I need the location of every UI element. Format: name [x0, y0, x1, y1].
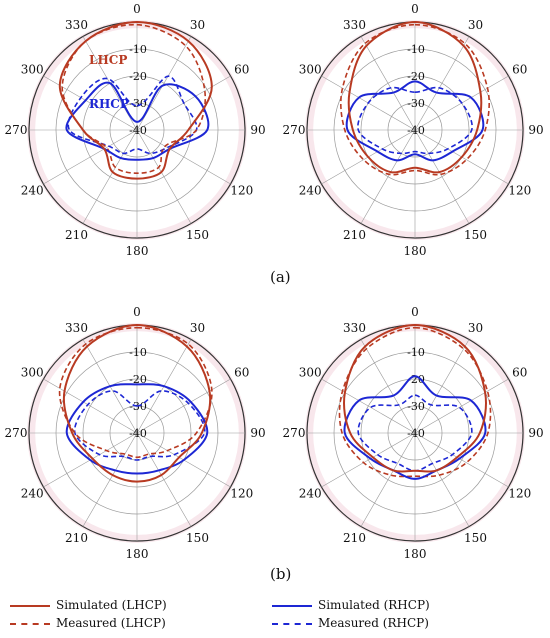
polar-chart-4: 0 30 60 90 120 150 180 210 240 270 300 330 -10 -20 -30… [283, 305, 544, 561]
angle-tick-label: 180 [404, 547, 427, 561]
radial-tick-label: -30 [407, 400, 425, 413]
angle-tick-label: 270 [283, 426, 306, 440]
angle-tick-label: 150 [464, 228, 487, 242]
polar-spoke [137, 379, 231, 433]
angle-tick-label: 240 [299, 487, 322, 501]
angle-tick-label: 30 [190, 18, 205, 32]
angle-tick-label: 60 [512, 366, 527, 380]
polar-spoke [321, 379, 415, 433]
angle-tick-label: 150 [186, 228, 209, 242]
legend-label-sim-lhcp: Simulated (LHCP) [56, 598, 167, 612]
angle-tick-label: 180 [404, 244, 427, 258]
radial-tick-label: -30 [129, 97, 147, 110]
angle-tick-label: 90 [250, 426, 265, 440]
angle-tick-label: 210 [343, 228, 366, 242]
polar-spoke [415, 130, 469, 224]
polar-chart-2: 0 30 60 90 120 150 180 210 240 270 300 330 -10 -20 -30… [283, 2, 544, 258]
legend-line-meas-lhcp [10, 623, 50, 625]
caption-b: (b) [270, 565, 291, 583]
angle-tick-label: 120 [508, 184, 531, 198]
angle-tick-label: 180 [126, 547, 149, 561]
angle-tick-label: 0 [133, 2, 141, 16]
polar-chart-3: 0306090120150180210240270300330-10-20-30… [5, 305, 266, 561]
angle-tick-label: 270 [5, 426, 28, 440]
angle-tick-label: 300 [21, 366, 44, 380]
angle-tick-label: 270 [283, 123, 306, 137]
legend-label-sim-rhcp: Simulated (RHCP) [318, 598, 430, 612]
angle-tick-label: 90 [250, 123, 265, 137]
radial-tick-label: -20 [129, 70, 147, 83]
polar-chart-1: 0 30 60 90 120 150 180 210 240 270 300 330 -10 -20 -30… [5, 2, 266, 258]
angle-tick-label: 240 [21, 487, 44, 501]
radial-tick-label: -40 [407, 427, 425, 440]
angle-tick-label: 210 [65, 531, 88, 545]
angle-tick-label: 270 [5, 123, 28, 137]
polar-spoke [83, 433, 137, 527]
angle-tick-label: 150 [186, 531, 209, 545]
angle-tick-label: 60 [512, 63, 527, 77]
radial-tick-label: -30 [407, 97, 425, 110]
angle-tick-label: 180 [126, 244, 149, 258]
annotation-lhcp: LHCP [89, 53, 127, 67]
legend-line-sim-lhcp [10, 605, 50, 607]
angle-tick-label: 90 [528, 426, 543, 440]
polar-spoke [415, 379, 509, 433]
polar-spoke [43, 379, 137, 433]
polar-spoke [415, 433, 509, 487]
angle-tick-label: 210 [65, 228, 88, 242]
angle-tick-label: 210 [343, 531, 366, 545]
polar-spoke [361, 130, 415, 224]
angle-tick-label: 150 [464, 531, 487, 545]
legend-label-meas-lhcp: Measured (LHCP) [56, 616, 166, 630]
radial-tick-label: -10 [129, 346, 147, 359]
angle-tick-label: 120 [230, 487, 253, 501]
angle-tick-label: 120 [508, 487, 531, 501]
legend: Simulated (LHCP) Simulated (RHCP) Measur… [0, 598, 550, 638]
angle-tick-label: 300 [21, 63, 44, 77]
angle-tick-label: 300 [299, 366, 322, 380]
radial-tick-label: -40 [407, 124, 425, 137]
angle-tick-label: 0 [411, 2, 419, 16]
angle-tick-label: 0 [133, 305, 141, 319]
radial-tick-label: -10 [407, 346, 425, 359]
legend-label-meas-rhcp: Measured (RHCP) [318, 616, 429, 630]
angle-tick-label: 0 [411, 305, 419, 319]
polar-spoke [321, 433, 415, 487]
caption-a: (a) [270, 268, 291, 286]
angle-tick-label: 30 [468, 18, 483, 32]
radial-tick-label: -10 [407, 43, 425, 56]
angle-tick-label: 60 [234, 366, 249, 380]
annotation-rhcp: RHCP [89, 97, 129, 111]
angle-tick-label: 60 [234, 63, 249, 77]
angle-tick-label: 300 [299, 63, 322, 77]
angle-tick-label: 30 [190, 321, 205, 335]
angle-tick-label: 330 [343, 18, 366, 32]
polar-spoke [361, 433, 415, 527]
radial-tick-label: -40 [129, 124, 147, 137]
radial-tick-label: -40 [129, 427, 147, 440]
angle-tick-label: 330 [343, 321, 366, 335]
polar-spoke [137, 130, 231, 184]
angle-tick-label: 330 [65, 321, 88, 335]
polar-spoke [415, 433, 469, 527]
angle-tick-label: 120 [230, 184, 253, 198]
legend-line-meas-rhcp [272, 623, 312, 625]
legend-line-sim-rhcp [272, 605, 312, 607]
angle-tick-label: 30 [468, 321, 483, 335]
polar-spoke [137, 433, 191, 527]
angle-tick-label: 240 [299, 184, 322, 198]
angle-tick-label: 90 [528, 123, 543, 137]
radial-tick-label: -10 [129, 43, 147, 56]
angle-tick-label: 330 [65, 18, 88, 32]
angle-tick-label: 240 [21, 184, 44, 198]
